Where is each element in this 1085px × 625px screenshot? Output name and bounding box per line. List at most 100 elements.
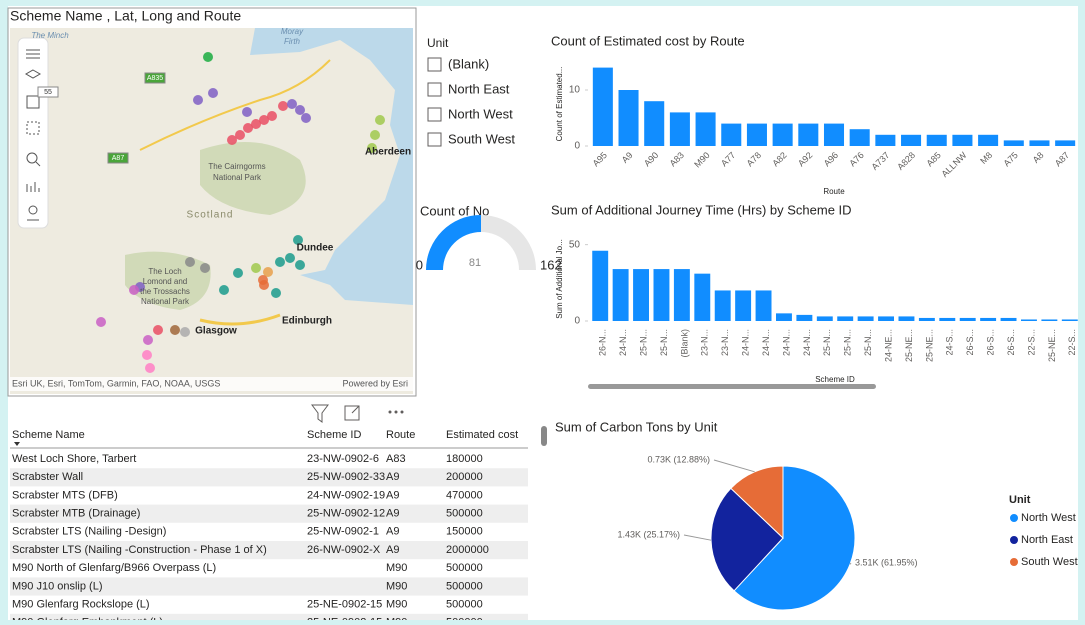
slicer-option[interactable]: North East: [448, 81, 510, 96]
map-label: Moray: [281, 27, 304, 36]
x-axis-label: Scheme ID: [815, 375, 855, 384]
table-cell: 25-NE-0902-15: [307, 617, 382, 625]
map-point: [129, 285, 139, 295]
table-cell: Scrabster MTS (DFB): [12, 489, 118, 501]
bar: [592, 251, 608, 321]
map-label: Lomond and: [143, 277, 187, 286]
x-tick-label: 24-N...: [761, 329, 771, 356]
table-cell: 23-NW-0902-6: [307, 453, 379, 465]
checkbox[interactable]: [428, 83, 441, 96]
x-tick-label: 24-N...: [618, 329, 628, 356]
map-point: [143, 335, 153, 345]
y-tick-label: 50: [569, 239, 581, 250]
x-tick-label: (Blank): [679, 329, 689, 358]
table-cell: A9: [386, 544, 399, 556]
bar: [952, 135, 972, 146]
table-cell: 24-NW-0902-19: [307, 489, 385, 501]
bar: [978, 135, 998, 146]
table-cell: M90 Glenfarg Rockslope (L): [12, 599, 150, 611]
legend-swatch: [1010, 514, 1018, 522]
chart-title: Sum of Carbon Tons by Unit: [555, 419, 718, 434]
x-tick-label: 23-N...: [700, 329, 710, 356]
bar: [696, 112, 716, 146]
x-tick-label: 25-N...: [822, 329, 832, 356]
data-label: 1.43K (25.17%): [617, 529, 680, 539]
bar: [850, 129, 870, 146]
x-tick-label: 25-NE...: [904, 329, 914, 362]
bar: [633, 269, 649, 321]
bar: [875, 135, 895, 146]
slicer-option[interactable]: (Blank): [448, 56, 489, 71]
table-cell: 200000: [446, 471, 483, 483]
more-icon[interactable]: [389, 411, 404, 414]
gauge-value: 81: [469, 257, 481, 269]
bar: [817, 316, 833, 321]
chart-title: Count of Estimated cost by Route: [551, 33, 745, 48]
bar: [927, 135, 947, 146]
attribution: Esri UK, Esri, TomTom, Garmin, FAO, NOAA…: [12, 378, 220, 388]
x-tick-label: 25-N...: [659, 329, 669, 356]
x-tick-label: 25-NE...: [924, 329, 934, 362]
bar: [960, 318, 976, 321]
table-cell: 25-NW-0902-33: [307, 471, 385, 483]
table-cell: Scrabster LTS (Nailing -Design): [12, 526, 166, 538]
slicer-option[interactable]: North West: [448, 106, 513, 121]
table-cell: West Loch Shore, Tarbert: [12, 453, 136, 465]
bar: [980, 318, 996, 321]
bar: [619, 90, 639, 146]
road-label: A835: [147, 75, 163, 82]
checkbox[interactable]: [428, 133, 441, 146]
table-cell: M90: [386, 562, 407, 574]
bar: [939, 318, 955, 321]
table-cell: Scrabster LTS (Nailing -Construction - P…: [12, 544, 267, 556]
table-header: Estimated cost: [446, 429, 518, 441]
map-point: [193, 95, 203, 105]
x-tick-label: 22-S...: [1026, 329, 1036, 356]
y-tick-label: 0: [574, 141, 580, 152]
page: The MinchMorayFirthA835A8755The Cairngor…: [0, 0, 1085, 625]
map-point: [219, 285, 229, 295]
table-cell: 500000: [446, 617, 483, 625]
table-cell: 180000: [446, 453, 483, 465]
slicer-option[interactable]: South West: [448, 131, 515, 146]
table-cell: 500000: [446, 508, 483, 520]
slicer-title: Unit: [427, 36, 449, 50]
bar: [756, 290, 772, 321]
scrollbar[interactable]: [588, 384, 876, 389]
map-point: [285, 253, 295, 263]
scroll-handle[interactable]: [541, 426, 547, 446]
legend-label: North West: [1021, 512, 1076, 524]
table-cell: A9: [386, 471, 399, 483]
bar: [796, 315, 812, 321]
checkbox[interactable]: [428, 108, 441, 121]
bar: [694, 274, 710, 321]
legend-label: South West: [1021, 556, 1078, 568]
map-toolbar[interactable]: [18, 38, 48, 228]
data-label: 3.51K (61.95%): [855, 557, 918, 567]
map-point: [180, 327, 190, 337]
map-point: [203, 52, 213, 62]
data-label: 0.73K (12.88%): [647, 454, 710, 464]
map-point: [185, 257, 195, 267]
bar: [593, 68, 613, 146]
bar: [837, 316, 853, 321]
bar: [1041, 319, 1057, 321]
map-point: [271, 288, 281, 298]
map-point: [233, 268, 243, 278]
legend-title: Unit: [1009, 494, 1031, 506]
y-tick-label: 10: [569, 85, 581, 96]
map-point: [153, 325, 163, 335]
table-cell: M90 Glenfarg Embankment (L): [12, 617, 163, 625]
map-label: The Minch: [31, 31, 69, 40]
table-cell: 25-NW-0902-12: [307, 508, 385, 520]
map-label: National Park: [213, 173, 262, 182]
map-point: [295, 105, 305, 115]
map-label: The Loch: [148, 267, 181, 276]
x-tick-label: 24-S...: [945, 329, 955, 356]
x-tick-label: 25-N...: [843, 329, 853, 356]
map-point: [235, 130, 245, 140]
x-tick-label: 24-NE...: [883, 329, 893, 362]
checkbox[interactable]: [428, 58, 441, 71]
map-point: [375, 115, 385, 125]
table-cell: 500000: [446, 599, 483, 611]
